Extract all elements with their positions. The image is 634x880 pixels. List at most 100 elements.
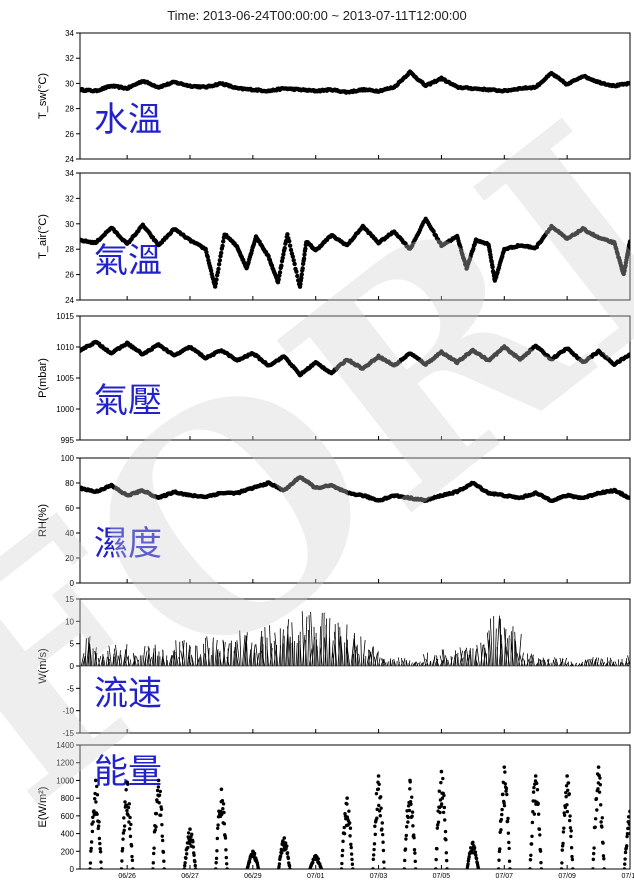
velocity-stick xyxy=(337,622,340,667)
data-point xyxy=(441,810,446,815)
data-point xyxy=(438,810,442,815)
data-point xyxy=(602,857,606,861)
data-point xyxy=(91,815,95,819)
data-point xyxy=(129,844,134,848)
data-point xyxy=(497,858,501,862)
velocity-stick xyxy=(133,654,137,667)
data-point xyxy=(498,847,502,851)
velocity-stick xyxy=(115,644,119,667)
velocity-stick xyxy=(596,662,599,667)
velocity-stick xyxy=(408,662,411,667)
data-point xyxy=(350,862,355,866)
data-point xyxy=(538,849,543,853)
velocity-stick xyxy=(570,661,573,667)
data-point xyxy=(499,817,504,822)
velocity-stick xyxy=(308,615,311,667)
velocity-stick xyxy=(370,652,373,667)
data-point xyxy=(130,858,135,863)
data-point xyxy=(287,243,293,248)
data-point xyxy=(562,813,567,817)
data-point xyxy=(280,851,284,855)
velocity-stick xyxy=(373,656,377,667)
data-point xyxy=(532,785,536,790)
data-point xyxy=(288,867,292,869)
velocity-stick xyxy=(241,634,246,667)
data-point xyxy=(220,243,225,249)
data-point xyxy=(538,833,542,837)
data-point xyxy=(380,832,385,837)
data-point xyxy=(629,829,630,832)
data-point xyxy=(565,809,570,814)
data-point xyxy=(600,825,604,829)
velocity-stick xyxy=(239,630,242,667)
velocity-stick xyxy=(301,611,305,667)
velocity-stick xyxy=(489,618,493,667)
velocity-stick xyxy=(333,631,338,667)
data-point xyxy=(345,796,349,800)
velocity-stick xyxy=(329,637,331,667)
velocity-stick xyxy=(474,657,479,667)
velocity-stick xyxy=(117,655,121,667)
velocity-stick xyxy=(546,660,551,667)
data-layer xyxy=(80,69,630,95)
x-tick-label: 06/27 xyxy=(181,873,199,880)
velocity-stick xyxy=(339,627,341,667)
data-point xyxy=(291,258,296,263)
velocity-stick xyxy=(358,653,361,667)
y-tick-label: 20 xyxy=(65,554,74,563)
data-point xyxy=(602,867,606,869)
velocity-stick xyxy=(125,644,128,667)
panel-2: 24 26 28 30 32 34 T_air(°C) 氣溫 xyxy=(37,169,631,305)
velocity-stick xyxy=(425,658,429,667)
data-point xyxy=(186,831,191,835)
velocity-stick xyxy=(413,662,416,667)
velocity-stick xyxy=(151,652,154,667)
velocity-stick xyxy=(368,649,370,667)
data-point xyxy=(156,778,161,783)
velocity-stick xyxy=(543,659,547,667)
data-point xyxy=(628,809,630,814)
velocity-stick xyxy=(480,642,483,667)
data-point xyxy=(406,820,410,824)
data-layer xyxy=(80,475,630,504)
data-point xyxy=(222,810,226,815)
data-point xyxy=(282,836,287,840)
data-point xyxy=(205,254,210,260)
data-point xyxy=(444,851,449,855)
data-point xyxy=(193,863,197,868)
velocity-stick xyxy=(552,659,556,667)
velocity-stick xyxy=(186,644,191,667)
plot-frame xyxy=(79,315,631,441)
data-point xyxy=(221,239,226,244)
data-point xyxy=(376,774,381,778)
y-tick-label: 200 xyxy=(61,847,75,856)
velocity-stick xyxy=(206,636,211,667)
velocity-stick xyxy=(235,652,239,667)
data-point xyxy=(444,858,449,863)
data-point xyxy=(298,281,303,287)
velocity-stick xyxy=(561,658,564,667)
data-point xyxy=(347,809,351,813)
velocity-stick xyxy=(484,647,488,667)
panel-5: -15 -10 -5 0 5 10 15 W(m/s) 流速 xyxy=(37,595,631,738)
data-point xyxy=(183,863,187,868)
panel-4: 0 20 40 60 80 100 RH(%) 濕度 xyxy=(37,454,631,588)
data-point xyxy=(120,859,124,863)
data-point xyxy=(435,847,439,851)
velocity-stick xyxy=(255,643,259,667)
velocity-stick xyxy=(601,659,605,667)
data-point xyxy=(594,797,599,801)
velocity-stick xyxy=(168,655,173,667)
velocity-stick xyxy=(415,661,419,667)
panel-1: 24 26 28 30 32 34 T_sw(°C) 水溫 xyxy=(37,29,631,164)
velocity-stick xyxy=(162,657,166,667)
data-point xyxy=(508,867,512,869)
data-point xyxy=(443,818,447,822)
velocity-stick xyxy=(126,656,131,667)
velocity-stick xyxy=(599,658,602,667)
data-point xyxy=(313,853,318,858)
figure-title: Time: 2013-06-24T00:00:00 ~ 2013-07-11T1… xyxy=(167,8,467,23)
data-point xyxy=(502,801,506,805)
data-point xyxy=(627,81,630,86)
data-point xyxy=(372,847,376,852)
